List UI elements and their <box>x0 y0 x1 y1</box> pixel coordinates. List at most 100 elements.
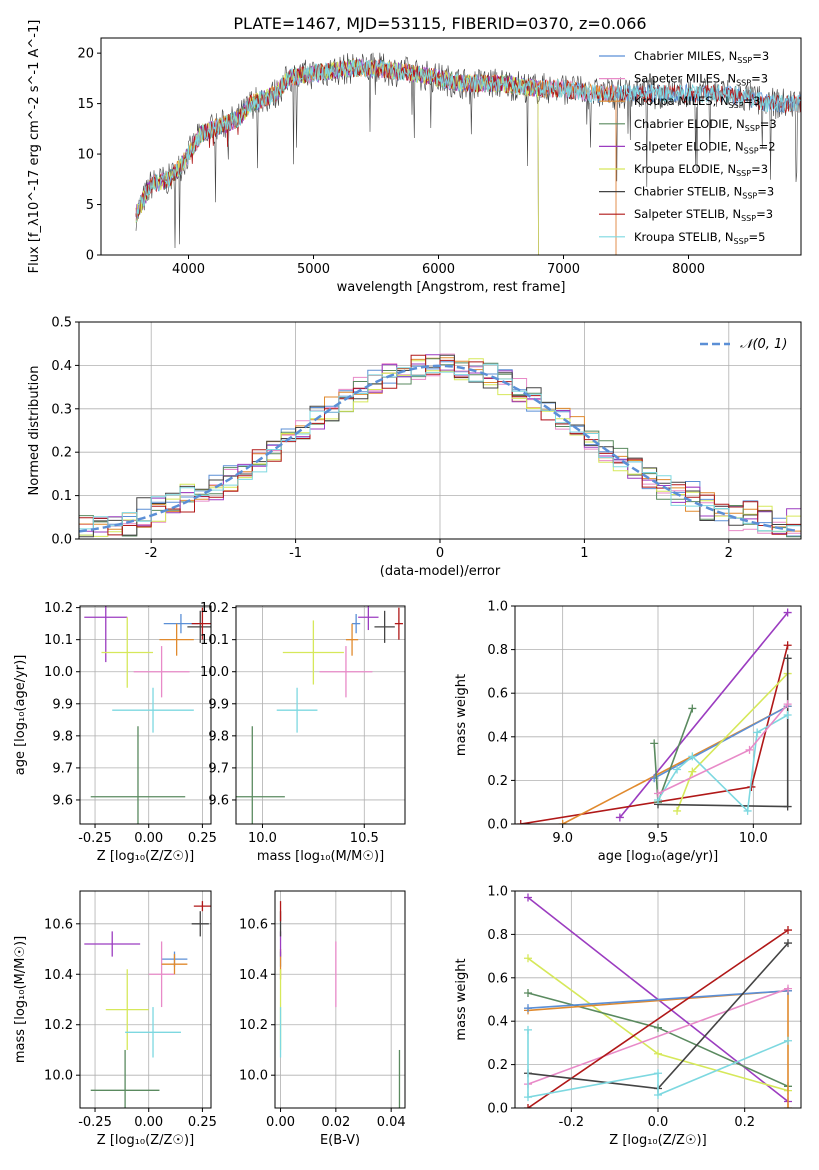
y-axis-label: age [log₁₀(age/yr)] <box>13 655 28 776</box>
normal-curve <box>79 364 799 533</box>
x-tick-label: 10.0 <box>248 831 277 846</box>
y-tick-label: 0 <box>86 249 94 264</box>
y-tick-label: 0.8 <box>487 928 508 943</box>
errorbar-chabrier-stelib <box>191 911 209 937</box>
x-tick-label: 0.2 <box>734 1115 755 1130</box>
y-tick-label: 10.6 <box>44 917 73 932</box>
y-tick-label: 10.2 <box>44 601 73 616</box>
y-tick-label: 0.1 <box>51 489 72 504</box>
y-axis-label: mass weight <box>454 958 469 1040</box>
y-tick-label: 0.2 <box>487 1058 508 1073</box>
point-marker <box>524 1104 532 1108</box>
y-tick-label: 0.2 <box>51 446 72 461</box>
y-tick-label: 10.0 <box>44 665 73 680</box>
x-tick-label: 5000 <box>297 262 330 277</box>
x-tick-label: 8000 <box>672 262 705 277</box>
errorbar-chabrier-elodie <box>90 1049 160 1108</box>
plot-area <box>79 353 801 538</box>
series-line <box>657 714 789 813</box>
errorbar-salpeter-elodie <box>84 931 141 957</box>
axes: -0.2 0.0 0.2 0.0 0.2 0.4 0.6 0.8 1.0 Z [log₁₀(Z/Z… <box>454 885 802 1148</box>
point-marker <box>673 806 682 815</box>
axes-frame <box>235 605 406 825</box>
errorbar-chabrier-miles <box>352 614 361 634</box>
x-tick-label: 10.5 <box>350 831 379 846</box>
y-tick-label: 10 <box>77 148 94 163</box>
series-kroupa-stelib <box>654 711 792 815</box>
x-axis-label: wavelength [Angstrom, rest frame] <box>337 280 566 295</box>
y-axis-label: mass weight <box>454 674 469 756</box>
errorbar-chabrier-elodie <box>236 726 285 824</box>
series-salpeter-elodie <box>615 608 792 822</box>
axes-frame <box>79 605 212 825</box>
point-marker <box>784 939 792 948</box>
errorbar-kroupa-elodie <box>105 969 149 1050</box>
x-tick-label: 10.0 <box>739 831 768 846</box>
point-marker <box>524 954 532 963</box>
x-axis-label: E(B-V) <box>320 1133 360 1148</box>
series-line <box>520 645 789 824</box>
errorbar-kroupa-elodie <box>282 620 344 685</box>
series-line <box>527 990 789 1009</box>
y-tick-label: 9.6 <box>52 793 73 808</box>
x-tick-label: 0.00 <box>134 831 163 846</box>
point-marker <box>654 1090 662 1099</box>
x-tick-label: 0 <box>436 546 444 561</box>
y-tick-label: 9.7 <box>52 761 73 776</box>
axes-frame <box>79 890 212 1109</box>
point-marker <box>558 820 567 824</box>
panel-mass-vs-Z: -0.25 0.00 0.25 10.0 10.2 10.4 10.6 Z [log₁₀(Z/… <box>13 890 217 1148</box>
errorbar-kroupa-miles <box>159 623 194 656</box>
legend-label: Kroupa STELIB, NSSP=5 <box>634 230 765 246</box>
legend-label: Salpeter MILES, NSSP=3 <box>634 72 768 88</box>
x-tick-label: 0.02 <box>321 1115 350 1130</box>
legend-label: 𝒩(0, 1) <box>740 337 787 352</box>
x-tick-label: 6000 <box>422 262 455 277</box>
y-tick-label: 10.2 <box>44 1018 73 1033</box>
x-axis-label: (data-model)/error <box>380 564 501 579</box>
point-marker <box>783 654 792 663</box>
x-tick-label: 0.25 <box>188 831 217 846</box>
legend: 𝒩(0, 1) <box>700 337 787 352</box>
panel-age-vs-Z: -0.25 0.00 0.25 9.6 9.7 9.8 9.9 10.0 10.1 10.2 Z [… <box>13 601 217 864</box>
axes-frame <box>100 37 802 256</box>
x-axis-label: Z [log₁₀(Z/Z☉)] <box>97 1133 194 1148</box>
x-tick-label: -0.25 <box>78 1115 112 1130</box>
plot-area <box>236 606 403 824</box>
y-tick-label: 10.1 <box>200 633 229 648</box>
errorbar-chabrier-elodie <box>90 726 186 824</box>
y-tick-label: 9.8 <box>52 729 73 744</box>
point-marker <box>743 806 752 815</box>
y-tick-label: 0.8 <box>487 643 508 658</box>
y-axis-label: Normed distribution <box>27 366 42 496</box>
series-line <box>619 611 789 819</box>
axes: -0.25 0.00 0.25 9.6 9.7 9.8 9.9 10.0 10.1 10.2 Z [… <box>13 601 217 864</box>
errorbar-chabrier-stelib <box>187 610 211 643</box>
plot-area <box>84 606 211 824</box>
errorbar-kroupa-stelib <box>112 687 194 733</box>
plot-area <box>279 901 401 1108</box>
y-tick-label: 9.7 <box>208 761 229 776</box>
y-tick-label: 10.4 <box>239 968 268 983</box>
spectrum-chabrier-elodie <box>135 59 539 255</box>
plot-area <box>524 893 792 1108</box>
x-tick-label: 0.00 <box>134 1115 163 1130</box>
series-salpeter-stelib <box>516 641 792 824</box>
point-marker <box>688 752 697 761</box>
point-marker <box>745 745 754 754</box>
legend-label: Kroupa ELODIE, NSSP=3 <box>634 162 768 178</box>
y-tick-label: 9.6 <box>208 793 229 808</box>
series-salpeter-miles <box>654 700 792 798</box>
x-tick-label: -0.25 <box>78 831 112 846</box>
y-tick-label: 0.4 <box>487 730 508 745</box>
legend-label: Chabrier ELODIE, NSSP=3 <box>634 117 777 133</box>
y-tick-label: 10.6 <box>239 917 268 932</box>
y-tick-label: 0.2 <box>487 774 508 789</box>
legend: Chabrier MILES, NSSP=3 Salpeter MILES, NS… <box>599 49 777 246</box>
y-tick-label: 9.9 <box>52 697 73 712</box>
x-tick-label: -2 <box>145 546 158 561</box>
x-tick-label: 0.00 <box>266 1115 295 1130</box>
legend-label: Chabrier MILES, NSSP=3 <box>634 49 769 65</box>
y-tick-label: 0.3 <box>51 402 72 417</box>
legend-label: Salpeter STELIB, NSSP=3 <box>634 207 773 223</box>
